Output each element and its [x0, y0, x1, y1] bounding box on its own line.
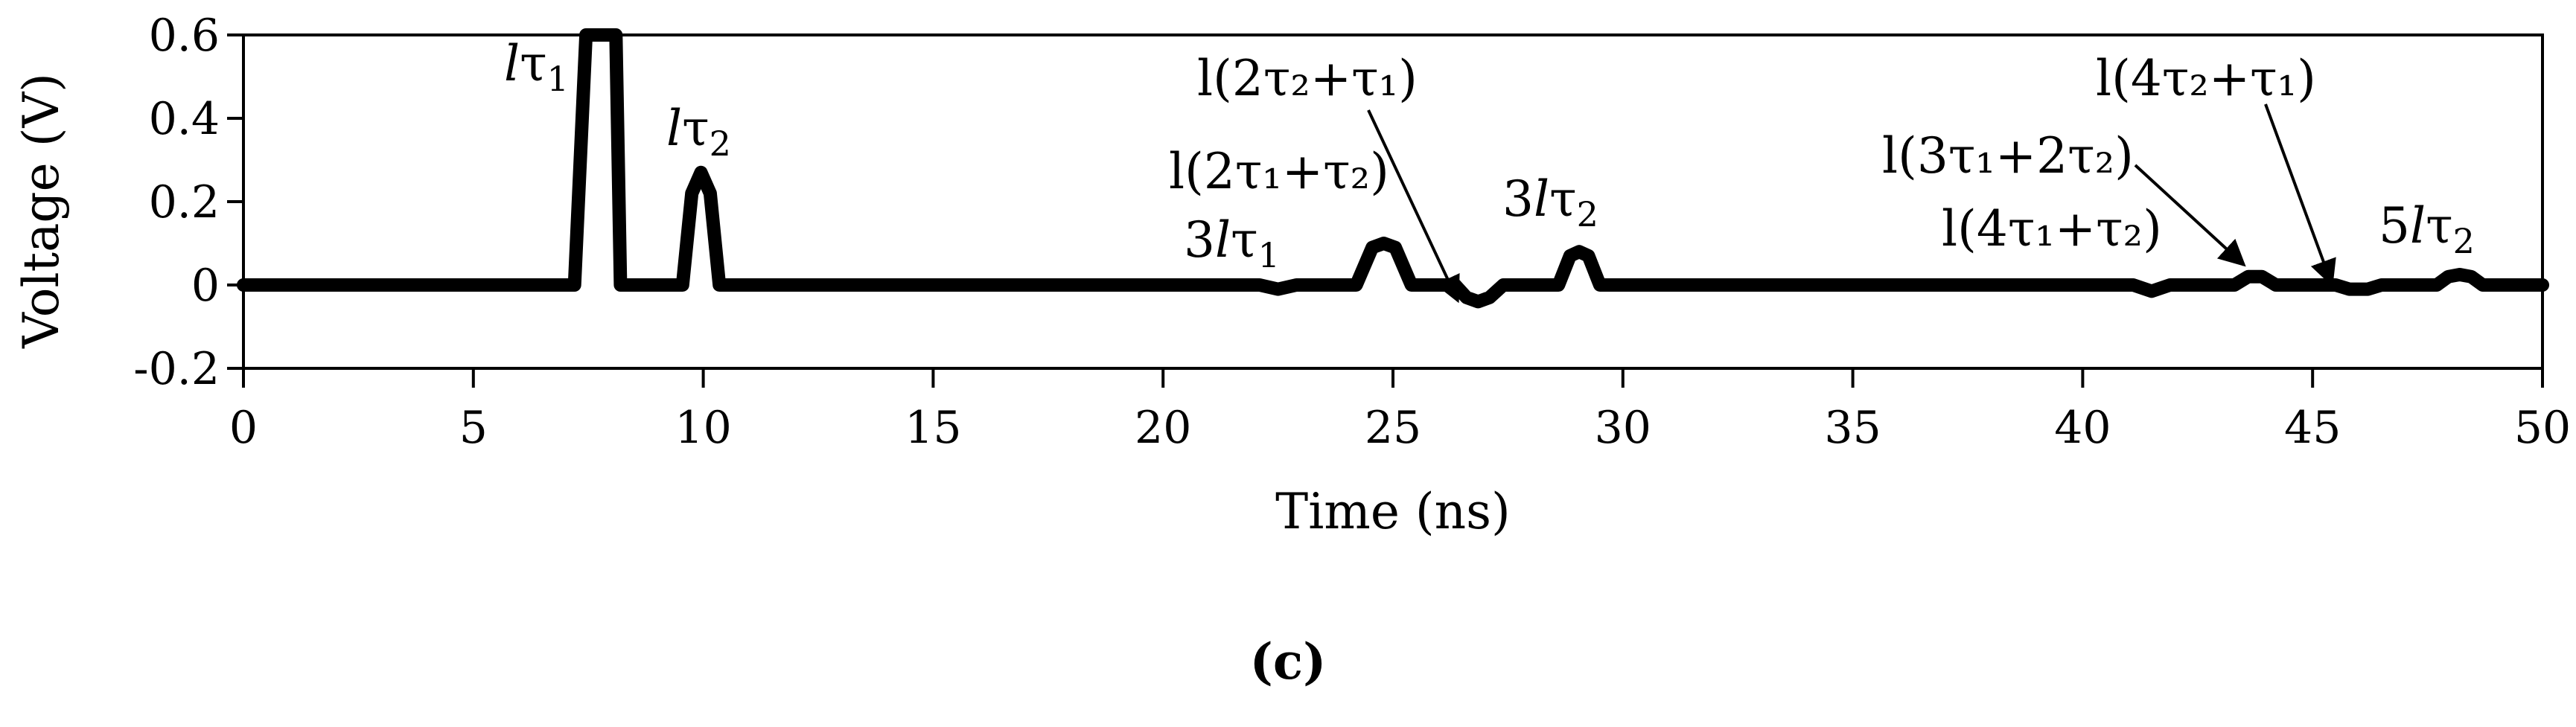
x-tick-label: 5	[459, 402, 488, 454]
x-tick-label: 25	[1365, 402, 1421, 454]
x-axis-ticks: 0 5 10 15 20 25 30 35 40 45 50	[229, 368, 2571, 454]
x-tick-label: 15	[905, 402, 961, 454]
annotation-3tau1: 3lτ1	[1184, 211, 1280, 275]
annotation-5tau2: 5lτ2	[2379, 197, 2475, 261]
annotation-arrow-4tau2-tau1	[2264, 103, 2336, 287]
x-axis-title: Time (ns)	[1275, 483, 1511, 540]
x-tick-label: 30	[1595, 402, 1651, 454]
y-tick-label: 0.6	[149, 10, 220, 62]
annotation-2tau1-tau2: l(2τ₁+τ₂)	[1169, 143, 1389, 200]
annotation-2tau2-tau1: l(2τ₂+τ₁)	[1197, 50, 1418, 107]
x-tick-label: 10	[675, 402, 731, 454]
y-tick-label: 0.4	[149, 93, 220, 145]
x-tick-label: 35	[1824, 402, 1881, 454]
x-tick-label: 45	[2284, 402, 2341, 454]
annotation-3tau1-2tau2: l(3τ₁+2τ₂)	[1882, 127, 2134, 185]
annotation-peak-1: lτ1	[504, 35, 569, 99]
annotation-arrow-2tau2-tau1	[1367, 109, 1460, 304]
x-tick-label: 0	[229, 402, 258, 454]
x-tick-label: 40	[2054, 402, 2111, 454]
figure-caption: (c)	[1250, 632, 1327, 691]
x-tick-label: 20	[1135, 402, 1191, 454]
y-axis-ticks: -0.2 0 0.2 0.4 0.6	[133, 10, 243, 395]
y-tick-label: -0.2	[133, 343, 220, 395]
annotation-4tau1-tau2: l(4τ₁+τ₂)	[1942, 200, 2162, 257]
annotation-3tau2: 3lτ2	[1502, 170, 1598, 234]
y-tick-label: 0	[191, 260, 220, 312]
series-line-voltage	[237, 28, 2549, 309]
x-tick-label: 50	[2514, 402, 2571, 454]
y-axis-title: Voltage (V)	[13, 73, 70, 349]
y-tick-label: 0.2	[149, 176, 220, 228]
annotation-arrow-3tau1-2tau2	[2134, 164, 2246, 267]
annotation-peak-2: lτ2	[666, 100, 731, 164]
annotation-4tau2-tau1: l(4τ₂+τ₁)	[2096, 50, 2316, 107]
